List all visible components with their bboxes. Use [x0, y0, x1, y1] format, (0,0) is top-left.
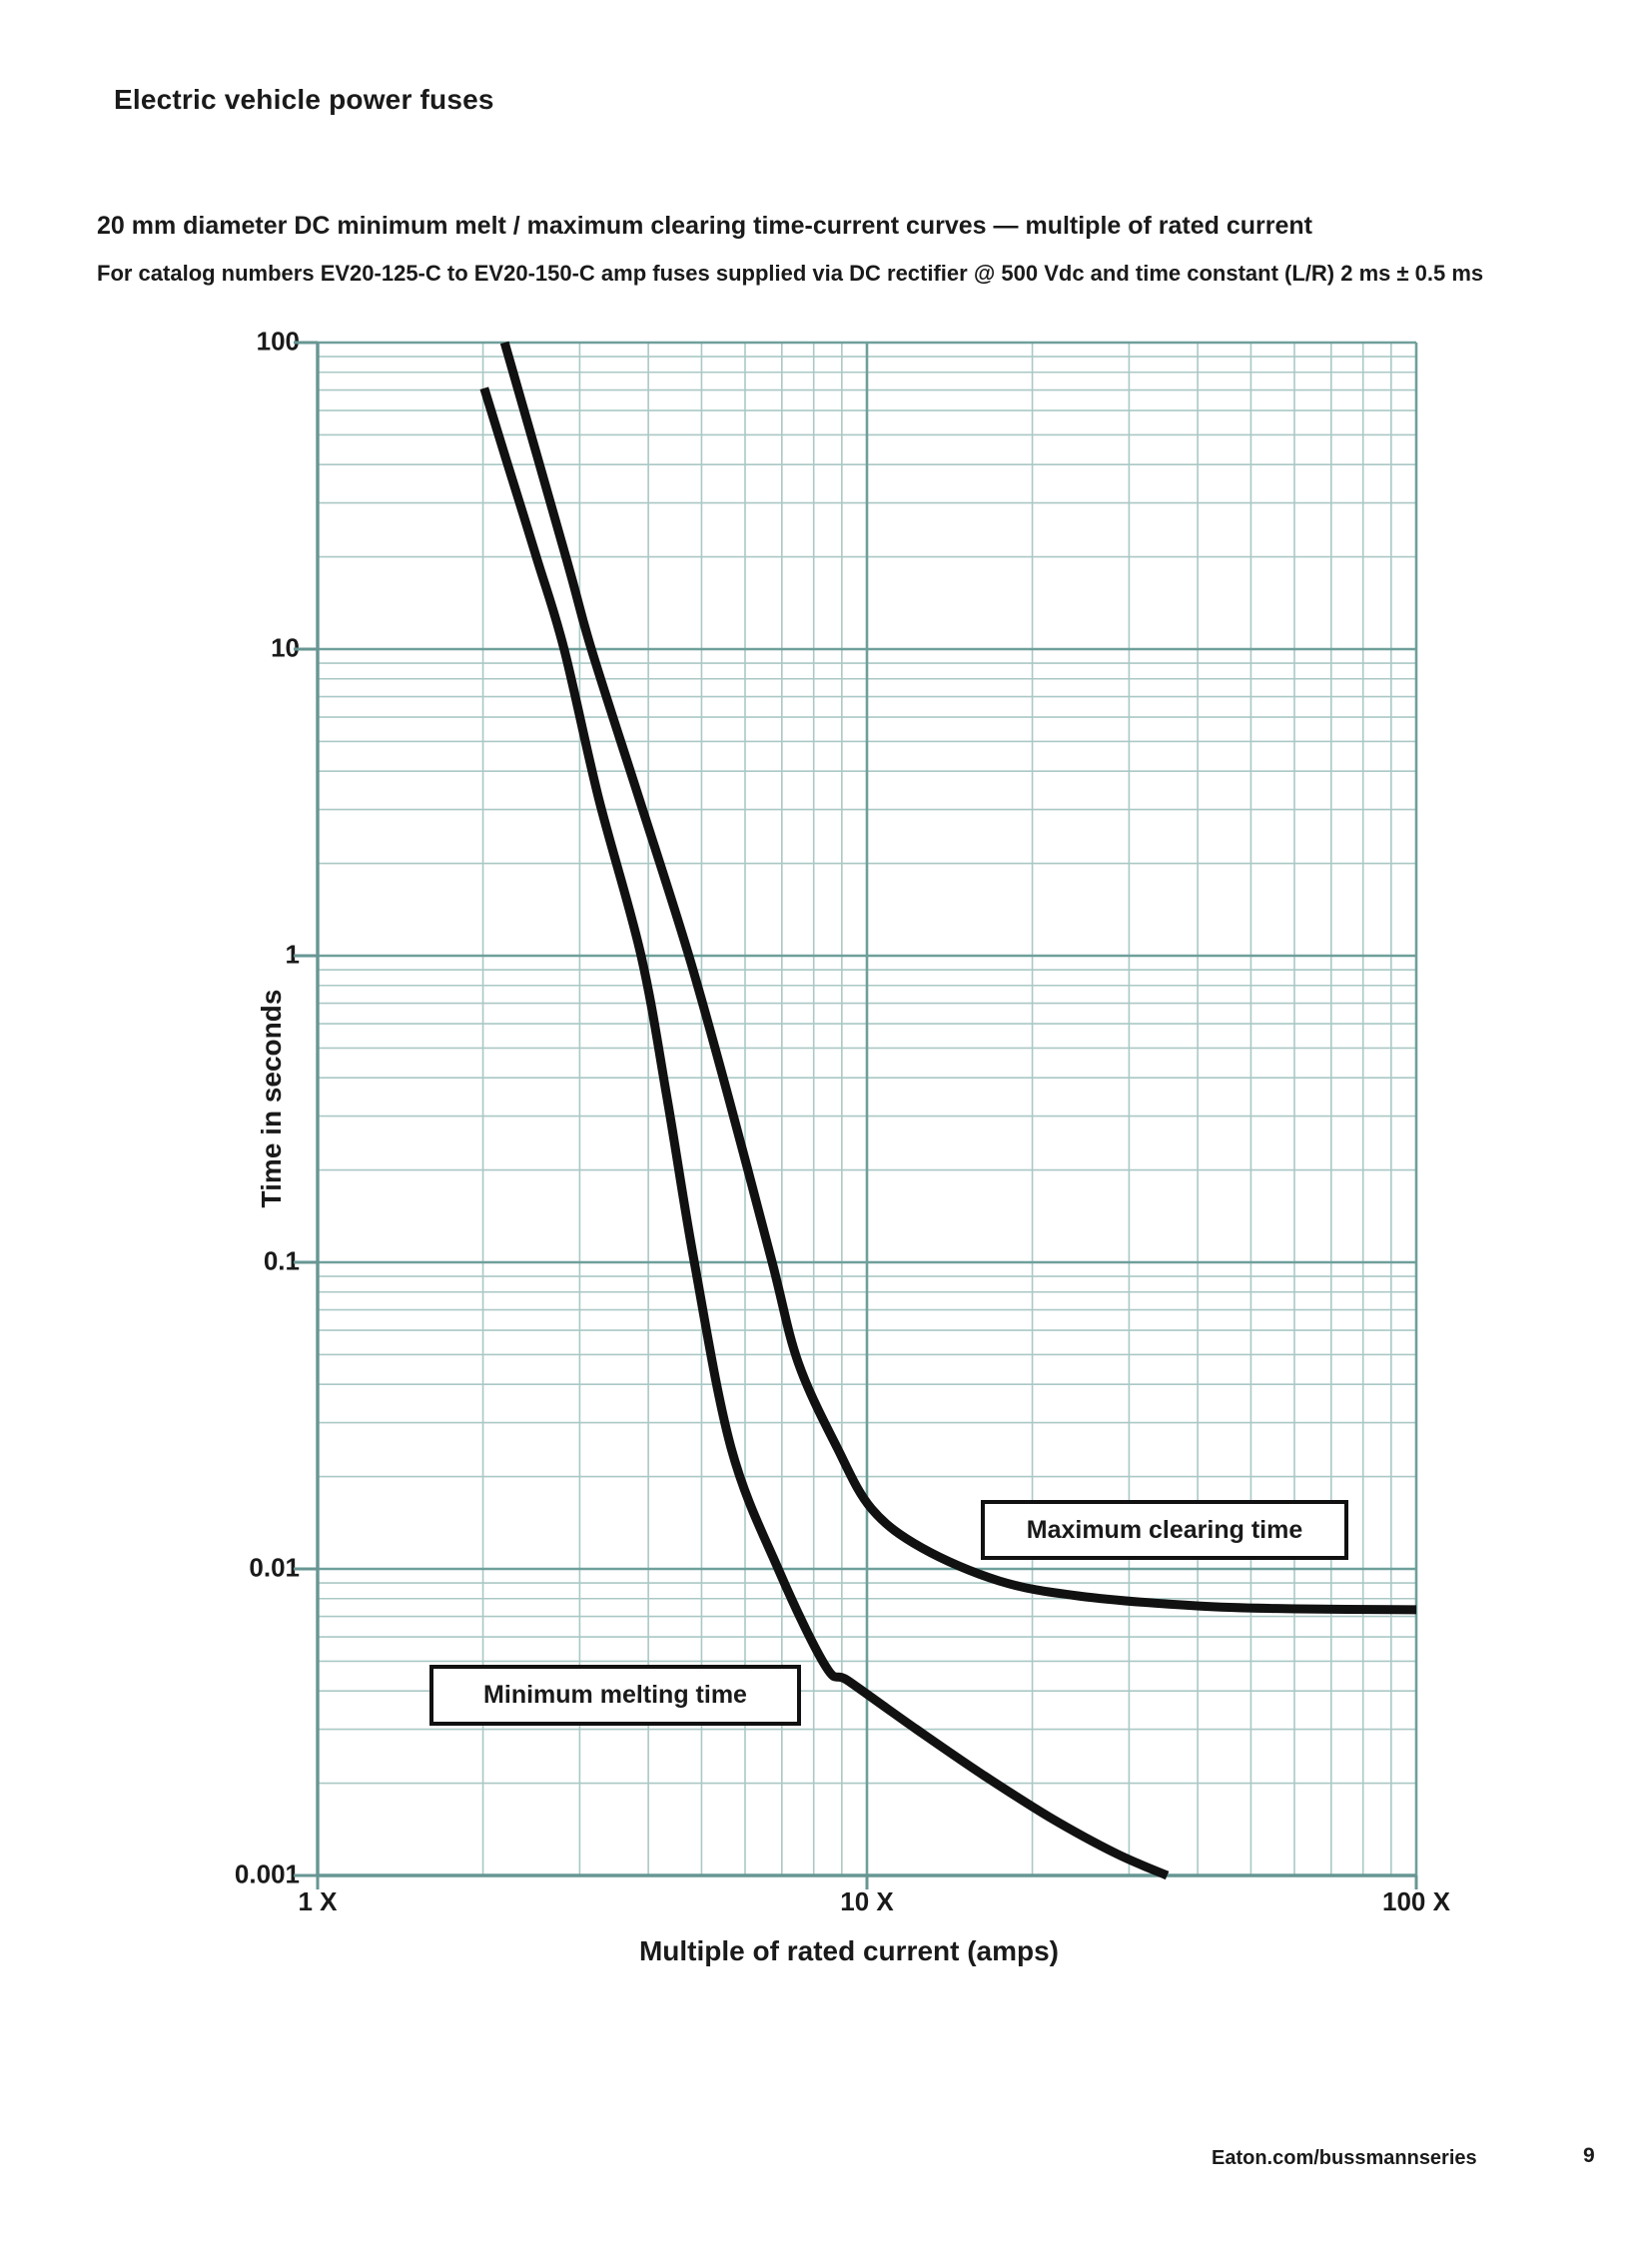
chart-title: 20 mm diameter DC minimum melt / maximum… — [97, 212, 1313, 240]
annotation-label-minimum-melting-time: Minimum melting time — [483, 1681, 747, 1709]
footer-link: Eaton.com/bussmannseries — [1212, 2147, 1477, 2169]
page-title: Electric vehicle power fuses — [114, 84, 494, 115]
x-tick-label-10x: 10 X — [840, 1886, 894, 1916]
minimum-melting-time-curve — [479, 386, 1170, 1880]
x-tick-label-100x: 100 X — [1382, 1886, 1450, 1916]
tcc-chart-svg — [294, 341, 1418, 1889]
y-axis-title: Time in seconds — [256, 989, 287, 1208]
annotation-box-minimum-melting-time: Minimum melting time — [429, 1665, 801, 1726]
y-tick-label-10: 10 — [271, 632, 300, 663]
y-tick-label-0-1: 0.1 — [263, 1245, 300, 1276]
x-tick-label-1x: 1 X — [298, 1886, 338, 1916]
y-tick-label-100: 100 — [256, 326, 300, 357]
annotation-label-maximum-clearing-time: Maximum clearing time — [1026, 1515, 1303, 1544]
y-tick-label-0-001: 0.001 — [234, 1859, 300, 1889]
chart-subtitle: For catalog numbers EV20-125-C to EV20-1… — [97, 261, 1484, 286]
annotation-box-maximum-clearing-time: Maximum clearing time — [981, 1500, 1348, 1560]
maximum-clearing-time-curve — [499, 341, 1417, 1615]
y-tick-label-1: 1 — [285, 939, 300, 970]
plot-area — [294, 341, 1418, 1889]
y-tick-label-0-01: 0.01 — [249, 1552, 300, 1583]
page-number: 9 — [1583, 2144, 1595, 2167]
x-axis-title: Multiple of rated current (amps) — [638, 1935, 1060, 1966]
